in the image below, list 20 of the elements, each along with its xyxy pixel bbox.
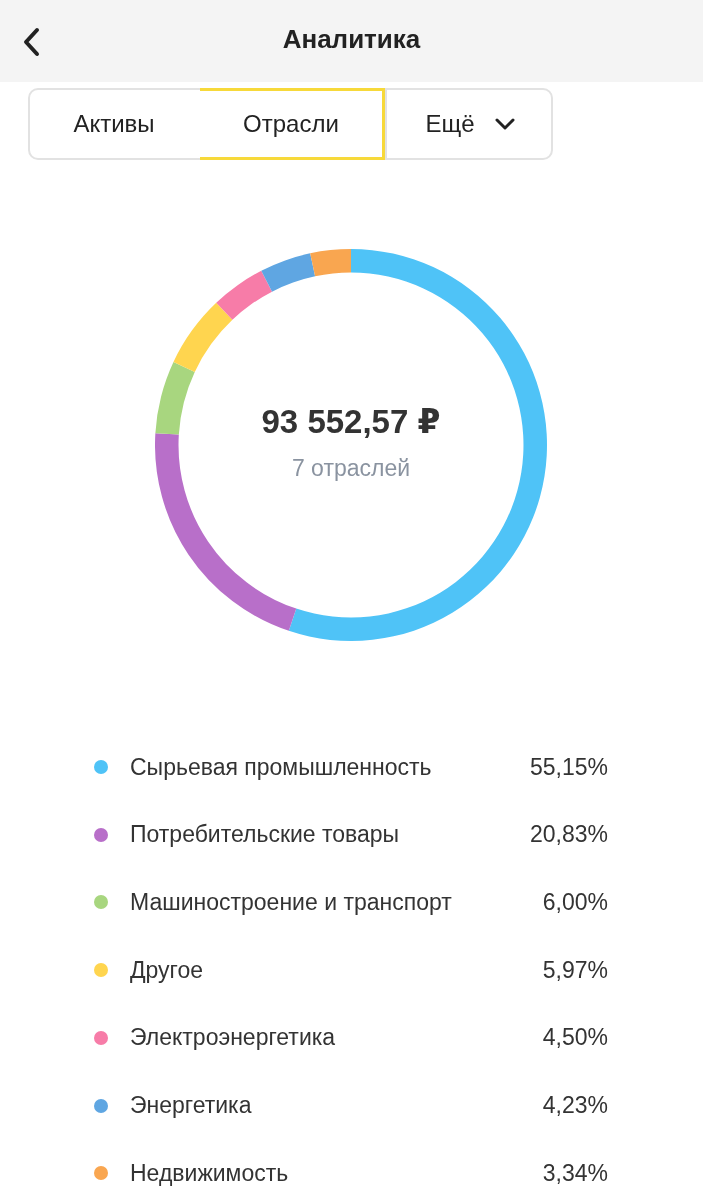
data-label: 20,83% [529, 821, 608, 849]
legend-label: Потребительские товары [130, 821, 401, 849]
text: 93 552,57 ₽ [260, 402, 442, 441]
data-label: 55,15% [529, 753, 608, 781]
legend-label: Энергетика [130, 1092, 253, 1119]
legend-label: Другое [130, 956, 205, 984]
legend-label: Машиностроение и транспорт [130, 888, 453, 916]
data-label: 6,00% [542, 888, 608, 916]
data-label: 4,50% [542, 1024, 608, 1052]
legend-label: Недвижимость [130, 1159, 290, 1187]
text: Активы [73, 110, 155, 138]
data-label: 4,23% [542, 1092, 608, 1119]
data-label: 5,97% [542, 956, 608, 984]
chart-title: Аналитика [281, 24, 422, 55]
data-label: 3,34% [542, 1159, 608, 1187]
text: 7 отраслей [290, 455, 412, 482]
legend-label: Электроэнергетика [130, 1024, 337, 1052]
legend-label: Сырьевая промышленность [130, 753, 433, 781]
text: Ещё [425, 110, 475, 138]
text: Отрасли [243, 110, 339, 138]
